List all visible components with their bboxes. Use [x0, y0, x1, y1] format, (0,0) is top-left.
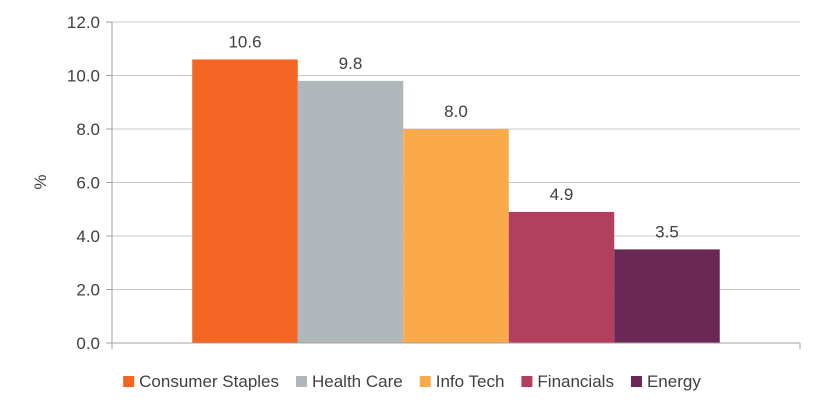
legend: Consumer Staples Health Care Info Tech Fina…: [123, 372, 701, 391]
data-label: 8.0: [444, 102, 468, 121]
legend-swatch: [123, 376, 135, 387]
bar-info-tech: [403, 129, 509, 343]
legend-item: Health Care: [296, 372, 403, 391]
y-tick-label: 10.0: [67, 67, 100, 86]
legend-swatch: [296, 376, 308, 387]
y-tick-label: 0.0: [76, 334, 100, 353]
bars: [192, 59, 720, 343]
data-label: 9.8: [339, 54, 363, 73]
data-label: 10.6: [228, 32, 261, 51]
legend-swatch: [521, 376, 533, 387]
legend-item: Info Tech: [419, 372, 505, 391]
legend-label: Info Tech: [436, 372, 505, 391]
bar-consumer-staples: [192, 59, 298, 343]
bar-health-care: [297, 80, 404, 343]
y-tick-label: 12.0: [67, 13, 100, 32]
legend-item: Energy: [630, 372, 701, 391]
data-labels: 10.6 9.8 8.0 4.9 3.5: [228, 32, 678, 241]
bar-financials: [508, 211, 615, 343]
data-label: 3.5: [655, 222, 679, 241]
bar-energy: [614, 249, 720, 343]
legend-label: Consumer Staples: [139, 372, 279, 391]
data-label: 4.9: [550, 185, 574, 204]
legend-swatch: [630, 376, 642, 387]
legend-label: Energy: [647, 372, 701, 391]
legend-swatch: [419, 376, 431, 387]
axes: 0.0 2.0 4.0 6.0 8.0 10.0 12.0: [67, 13, 801, 353]
y-axis-title: %: [31, 174, 50, 189]
y-tick-label: 4.0: [76, 227, 100, 246]
legend-label: Health Care: [312, 372, 403, 391]
legend-label: Financials: [537, 372, 614, 391]
y-tick-label: 6.0: [76, 174, 100, 193]
legend-item: Consumer Staples: [123, 372, 279, 391]
y-tick-label: 2.0: [76, 281, 100, 300]
y-tick-label: 8.0: [76, 120, 100, 139]
legend-item: Financials: [521, 372, 614, 391]
